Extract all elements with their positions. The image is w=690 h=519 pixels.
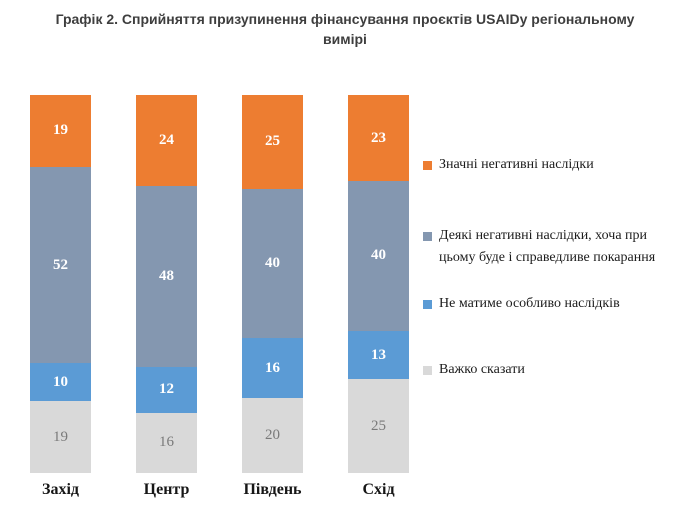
stacked-bar: 24 48 12 16 bbox=[136, 95, 197, 473]
legend: Значні негативні наслідки Деякі негативні… bbox=[423, 0, 685, 519]
segment-value-label: 25 bbox=[371, 417, 386, 434]
legend-label: Важко сказати bbox=[439, 362, 525, 377]
category-label: Схід bbox=[362, 481, 395, 498]
legend-swatch-icon bbox=[423, 366, 432, 375]
bar-column: 24 48 12 16 Центр bbox=[136, 95, 197, 505]
legend-item: Значні негативні наслідки bbox=[423, 154, 679, 176]
segment-value-label: 24 bbox=[159, 131, 174, 148]
bar-column: 23 40 13 25 Схід bbox=[348, 95, 409, 505]
legend-label: Деякі негативні наслідки, хоча при цьому… bbox=[439, 228, 656, 265]
bar-segment: 23 bbox=[348, 95, 409, 182]
segment-value-label: 52 bbox=[53, 256, 68, 273]
bar-segment: 16 bbox=[242, 338, 303, 399]
legend-label: Значні негативні наслідки bbox=[439, 157, 594, 172]
segment-value-label: 16 bbox=[159, 434, 174, 451]
bar-segment: 13 bbox=[348, 330, 409, 380]
stacked-bar: 25 40 16 20 bbox=[242, 95, 303, 473]
plot-area: 19 52 10 19 Захід 24 48 12 16 Центр 25 40 16 20 Півден… bbox=[30, 95, 409, 505]
bar-segment: 10 bbox=[30, 363, 91, 402]
segment-value-label: 13 bbox=[371, 346, 386, 363]
bar-segment: 48 bbox=[136, 185, 197, 368]
category-label: Центр bbox=[143, 481, 190, 498]
segment-value-label: 25 bbox=[265, 133, 280, 150]
legend-swatch-icon bbox=[423, 300, 432, 309]
bar-segment: 12 bbox=[136, 367, 197, 413]
bar-column: 19 52 10 19 Захід bbox=[30, 95, 91, 505]
legend-swatch-icon bbox=[423, 232, 432, 241]
segment-value-label: 23 bbox=[371, 129, 386, 146]
legend-item: Важко сказати bbox=[423, 359, 679, 381]
stacked-bar: 19 52 10 19 bbox=[30, 95, 91, 473]
bar-segment: 20 bbox=[242, 398, 303, 473]
legend-item: Не матиме особливо наслідків bbox=[423, 293, 679, 315]
segment-value-label: 16 bbox=[265, 359, 280, 376]
bar-segment: 19 bbox=[30, 95, 91, 167]
segment-value-label: 10 bbox=[53, 373, 68, 390]
stacked-bar: 23 40 13 25 bbox=[348, 95, 409, 473]
bar-segment: 16 bbox=[136, 412, 197, 473]
bar-segment: 24 bbox=[136, 95, 197, 186]
bar-segment: 25 bbox=[348, 379, 409, 473]
bar-segment: 40 bbox=[348, 181, 409, 331]
segment-value-label: 19 bbox=[53, 122, 68, 139]
bar-segment: 25 bbox=[242, 95, 303, 189]
segment-value-label: 12 bbox=[159, 381, 174, 398]
segment-value-label: 40 bbox=[371, 247, 386, 264]
bar-segment: 52 bbox=[30, 166, 91, 364]
legend-label: Не матиме особливо наслідків bbox=[439, 296, 620, 311]
category-label: Захід bbox=[42, 481, 79, 498]
segment-value-label: 40 bbox=[265, 254, 280, 271]
segment-value-label: 20 bbox=[265, 427, 280, 444]
bar-segment: 19 bbox=[30, 401, 91, 473]
segment-value-label: 19 bbox=[53, 428, 68, 445]
category-label: Південь bbox=[243, 481, 302, 498]
segment-value-label: 48 bbox=[159, 267, 174, 284]
chart-title: Графік 2. Сприйняття призупинення фінанс… bbox=[55, 11, 635, 47]
bar-segment: 40 bbox=[242, 188, 303, 339]
legend-item: Деякі негативні наслідки, хоча при цьому… bbox=[423, 225, 679, 269]
legend-swatch-icon bbox=[423, 161, 432, 170]
bar-column: 25 40 16 20 Південь bbox=[242, 95, 303, 505]
